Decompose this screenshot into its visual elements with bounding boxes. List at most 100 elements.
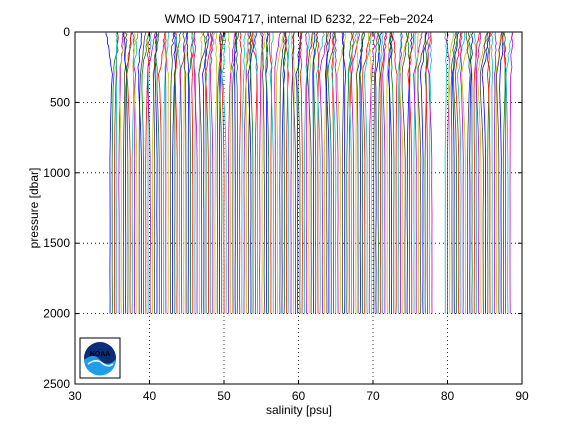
profile-line xyxy=(454,32,462,314)
profile-line xyxy=(204,32,212,314)
profile-line xyxy=(249,32,254,314)
profile-line xyxy=(137,32,143,314)
profile-line xyxy=(219,32,222,314)
profile-line xyxy=(465,32,471,314)
profile-line xyxy=(324,32,331,314)
profile-line xyxy=(327,32,335,314)
profile-line xyxy=(147,32,156,314)
profile-line xyxy=(374,32,383,314)
profile-line xyxy=(405,32,411,314)
profile-line xyxy=(399,32,403,314)
profile-line xyxy=(469,32,474,314)
profile-line xyxy=(380,32,384,314)
profile-line xyxy=(164,32,169,314)
profile-line xyxy=(235,32,239,314)
y-tick-label: 2500 xyxy=(43,377,70,391)
profile-line xyxy=(227,32,232,314)
profile-line xyxy=(456,32,466,314)
profile-line xyxy=(209,32,214,314)
profile-line xyxy=(387,32,393,314)
profile-line xyxy=(413,32,423,314)
profile-line xyxy=(132,32,138,314)
profile-line xyxy=(368,32,376,314)
profile-line xyxy=(424,32,432,314)
profile-line xyxy=(265,32,270,314)
profile-line xyxy=(316,32,319,314)
profile-line xyxy=(359,32,365,314)
x-axis-label: salinity [psu] xyxy=(266,403,332,417)
profile-line xyxy=(413,32,417,314)
profile-line xyxy=(119,32,125,314)
profile-line xyxy=(122,32,128,314)
profile-line xyxy=(115,32,118,314)
x-tick-label: 70 xyxy=(366,389,380,403)
profile-line xyxy=(269,32,274,314)
profile-line xyxy=(182,32,187,314)
profile-line xyxy=(275,32,285,314)
profile-line xyxy=(259,32,264,314)
profile-line xyxy=(348,32,358,314)
profile-line xyxy=(348,32,355,314)
y-tick-label: 500 xyxy=(50,95,70,109)
x-tick-label: 40 xyxy=(143,389,157,403)
profile-line xyxy=(203,32,207,314)
profile-line xyxy=(399,32,410,314)
profile-line xyxy=(138,32,146,314)
profile-line xyxy=(424,32,428,314)
profile-line xyxy=(407,32,415,314)
profile-line xyxy=(323,32,329,314)
profile-line xyxy=(509,32,514,314)
profile-line xyxy=(373,32,379,314)
x-tick-label: 80 xyxy=(441,389,455,403)
profile-line xyxy=(389,32,395,314)
profile-line xyxy=(202,32,210,314)
profile-line xyxy=(303,32,310,314)
profile-line xyxy=(417,32,428,314)
profile-line xyxy=(233,32,237,314)
profile-line xyxy=(467,32,473,314)
y-tick-label: 2000 xyxy=(43,307,70,321)
profile-line xyxy=(502,32,507,314)
profile-line xyxy=(473,32,478,314)
profile-line xyxy=(334,32,339,314)
profile-line xyxy=(282,32,287,314)
profile-line xyxy=(193,32,198,314)
profile-line xyxy=(253,32,259,314)
x-tick-label: 30 xyxy=(68,389,82,403)
profile-line xyxy=(315,32,325,314)
profile-line xyxy=(158,32,166,314)
profile-line xyxy=(486,32,492,314)
profile-line xyxy=(191,32,195,314)
profile-line xyxy=(268,32,273,314)
profile-line xyxy=(308,32,315,314)
profile-line xyxy=(281,32,287,314)
profile-line xyxy=(154,32,160,314)
profile-line xyxy=(214,32,218,314)
profile-line xyxy=(448,32,454,314)
profile-line xyxy=(450,32,457,314)
profile-line xyxy=(444,32,448,314)
profile-line xyxy=(290,32,296,314)
profile-line xyxy=(495,32,503,314)
profile-line xyxy=(285,32,289,314)
profile-line xyxy=(241,32,246,314)
profile-line xyxy=(113,32,119,314)
profile-line xyxy=(427,32,433,314)
x-tick-label: 50 xyxy=(217,389,231,403)
profile-line xyxy=(306,32,313,314)
profile-line xyxy=(486,32,491,314)
profile-line xyxy=(355,32,366,314)
profile-line xyxy=(186,32,190,314)
profile-line xyxy=(247,32,257,314)
profile-line xyxy=(475,32,482,314)
y-axis-label: pressure [dbar] xyxy=(27,168,41,249)
y-tick-label: 0 xyxy=(63,25,70,39)
profile-line xyxy=(355,32,358,314)
profile-line xyxy=(105,32,113,314)
profile-line xyxy=(452,32,458,314)
profile-line xyxy=(473,32,481,314)
profile-line xyxy=(336,32,347,314)
profile-line xyxy=(291,32,297,314)
profile-line xyxy=(154,32,158,314)
